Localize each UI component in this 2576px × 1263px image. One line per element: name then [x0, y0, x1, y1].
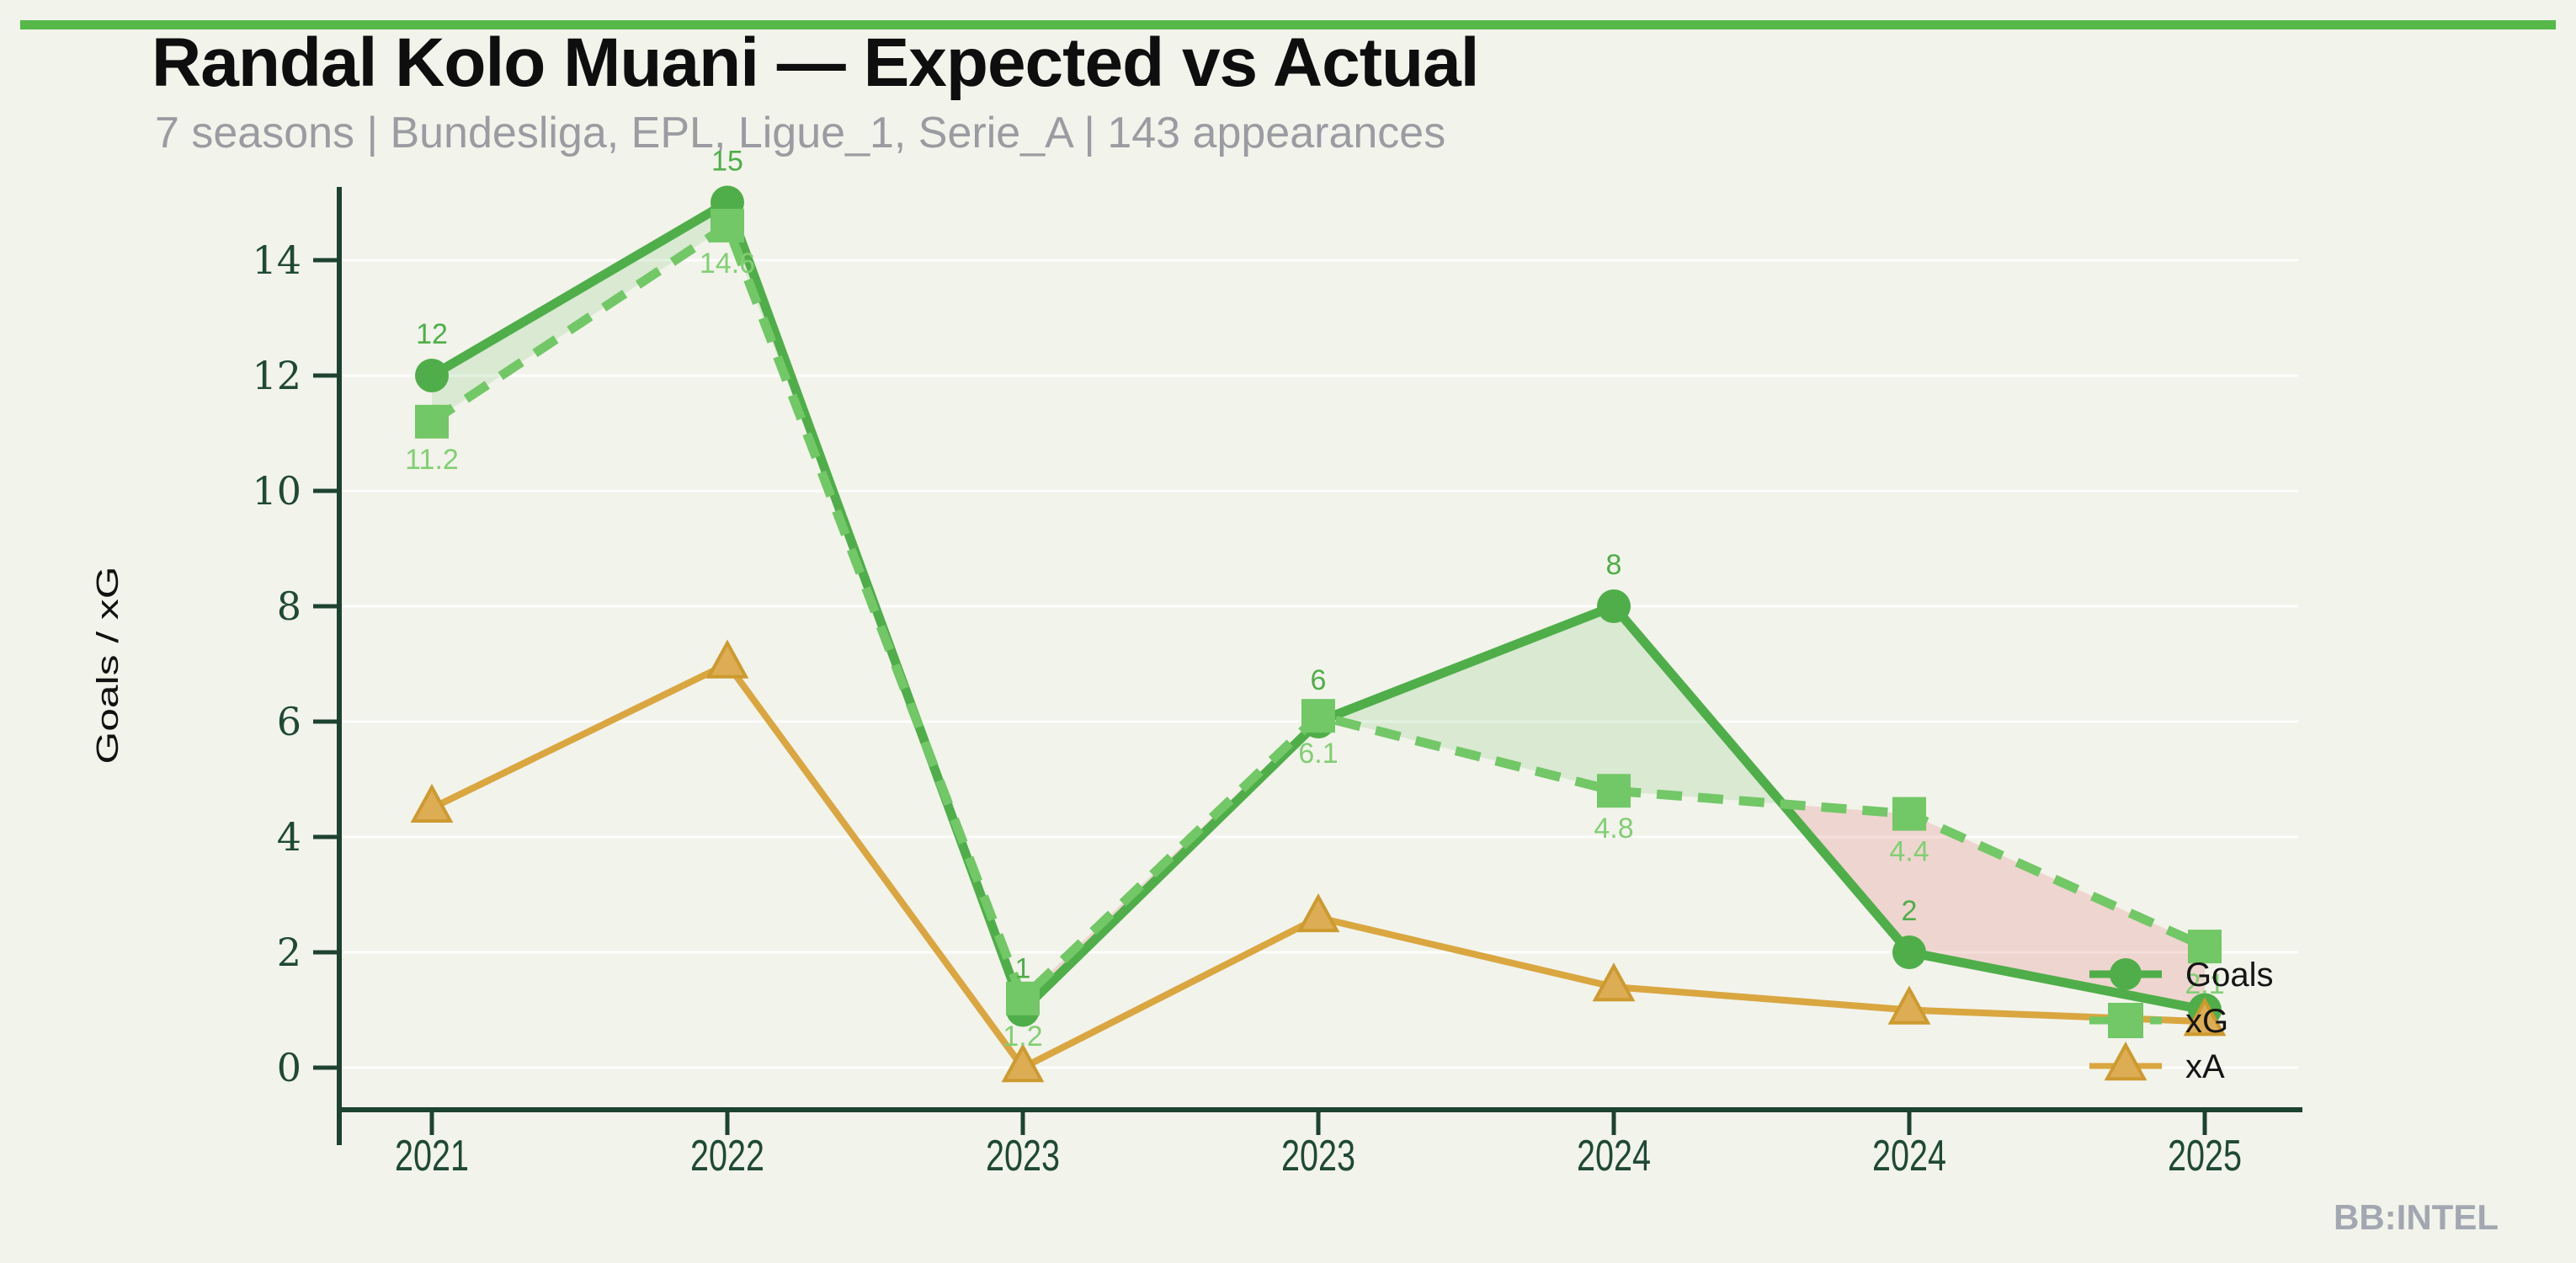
marker-xa-triangle — [705, 639, 749, 679]
marker-xg-square — [415, 404, 449, 439]
xg-point-label: 14.6 — [700, 248, 755, 280]
marker-xg-square — [1892, 797, 1926, 831]
fill-region — [1327, 606, 1614, 791]
goals-point-label: 2 — [1902, 895, 1918, 927]
goals-point-label: 6 — [1311, 664, 1327, 696]
brand-watermark: BB:INTEL — [2334, 1197, 2499, 1237]
marker-xa-triangle — [1887, 985, 1931, 1025]
marker-xa-triangle — [1592, 962, 1636, 1002]
data-point-labels: 12 15 1 6 8 2 11.2 14.6 1.2 6.1 4.8 4.4 2.1 — [405, 146, 2224, 1052]
legend-label: xA — [2185, 1048, 2225, 1085]
goals-point-label: 8 — [1606, 549, 1622, 581]
legend-square-marker — [2108, 1003, 2143, 1038]
marker-xg-square — [1597, 774, 1631, 808]
series-markers — [410, 185, 2227, 1083]
xg-point-label: 6.1 — [1298, 738, 1338, 770]
marker-xa-triangle — [410, 783, 454, 823]
marker-xg-square — [1006, 981, 1040, 1015]
x-tick-label: 2025 — [2168, 1132, 2242, 1180]
y-tick-label: 14 — [252, 237, 301, 283]
fill-region — [432, 202, 727, 422]
xg-point-label: 4.4 — [1889, 836, 1929, 868]
y-tick-label: 6 — [277, 699, 301, 744]
x-tick-label: 2023 — [1281, 1132, 1355, 1180]
marker-goals-circle — [1597, 589, 1631, 623]
y-tick-label: 12 — [252, 353, 301, 398]
marker-goals-circle — [415, 359, 449, 392]
y-tick-label: 8 — [277, 584, 301, 629]
marker-xg-square — [2188, 930, 2222, 964]
y-tick-label: 2 — [277, 930, 301, 975]
legend-triangle-marker — [2104, 1042, 2148, 1081]
legend-item-xg: xG — [2089, 1003, 2228, 1040]
y-tick-label: 0 — [277, 1045, 301, 1090]
marker-xg-square — [711, 208, 744, 242]
x-tick-label: 2024 — [1872, 1132, 1946, 1180]
x-tick-label: 2024 — [1577, 1132, 1651, 1180]
xg-point-label: 1.2 — [1003, 1021, 1042, 1052]
y-axis-title: Goals / xG — [90, 567, 125, 765]
marker-xa-triangle — [2183, 997, 2227, 1037]
xg-point-label: 11.2 — [405, 444, 459, 476]
y-tick-label: 10 — [252, 468, 301, 514]
legend-item-xa: xA — [2089, 1042, 2225, 1085]
marker-xa-triangle — [1296, 893, 1340, 933]
accent-bar — [20, 20, 2556, 29]
marker-goals-circle — [1892, 935, 1926, 969]
x-tick-label: 2021 — [395, 1132, 469, 1180]
goals-point-label: 12 — [416, 318, 448, 350]
x-tick-label: 2023 — [986, 1132, 1060, 1180]
legend: Goals xG xA — [2089, 957, 2274, 1085]
goals-point-label: 1 — [1015, 953, 1031, 985]
chart-subtitle: 7 seasons | Bundesliga, EPL, Ligue_1, Se… — [155, 109, 1446, 157]
legend-item-goals: Goals — [2089, 957, 2274, 994]
legend-label: xG — [2185, 1003, 2228, 1040]
goals-point-label: 15 — [711, 146, 743, 178]
legend-circle-marker — [2110, 958, 2142, 990]
legend-label: Goals — [2185, 957, 2274, 994]
axes — [313, 187, 2302, 1145]
marker-xa-triangle — [1001, 1043, 1045, 1083]
y-tick-label: 4 — [277, 814, 301, 860]
xg-point-label: 4.8 — [1594, 813, 1633, 845]
x-tick-label: 2022 — [690, 1132, 764, 1180]
xg-point-label: 2.1 — [2185, 968, 2224, 1000]
chart-title: Randal Kolo Muani — Expected vs Actual — [152, 24, 1479, 101]
marker-xg-square — [1301, 699, 1335, 733]
